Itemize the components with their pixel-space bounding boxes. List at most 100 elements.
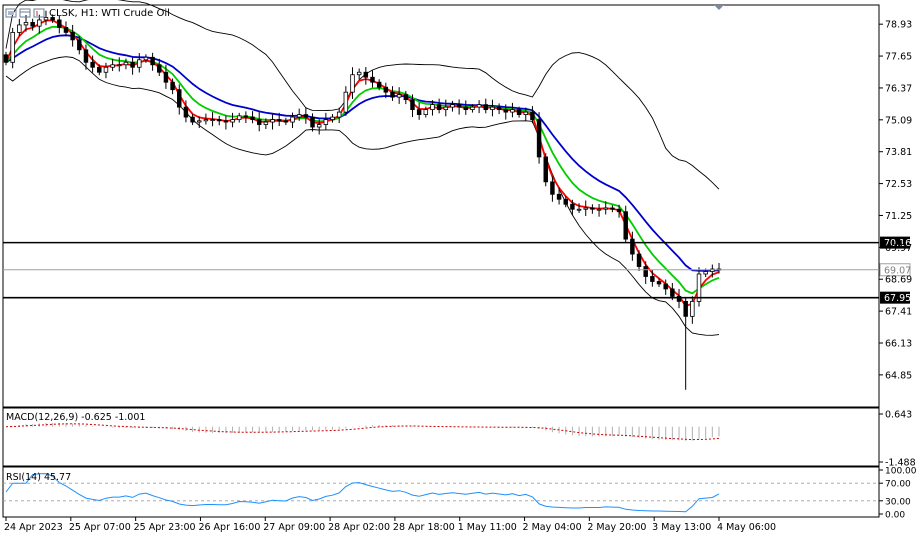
candle xyxy=(576,203,582,213)
candle xyxy=(503,104,508,120)
candle xyxy=(496,103,502,115)
candle xyxy=(130,57,135,75)
chart-shift-marker-icon[interactable] xyxy=(714,5,724,10)
price-tick-label: 78.93 xyxy=(885,20,912,31)
time-tick-label: 27 Apr 09:00 xyxy=(263,522,325,533)
price-tick-label: 73.81 xyxy=(885,147,912,158)
chart-window-icon[interactable] xyxy=(19,8,31,18)
rsi-pane[interactable]: RSI(14) 45.77 100.00 70.00 30.00 0.00 xyxy=(2,466,917,521)
candle xyxy=(296,108,302,121)
candle xyxy=(77,36,82,55)
price-tick-label: 72.53 xyxy=(885,179,912,190)
candle xyxy=(483,98,489,114)
candle xyxy=(70,24,75,47)
candle xyxy=(256,112,262,132)
current-price-label: 69.07 xyxy=(884,265,911,276)
candle xyxy=(410,94,415,118)
candle xyxy=(643,261,648,284)
rsi-tick-label: 0.00 xyxy=(885,511,905,521)
bollinger-bands xyxy=(5,0,720,336)
chart-type-icon[interactable] xyxy=(33,8,45,18)
symbol-label: CLSK, H1: WTI Crude Oil xyxy=(49,8,170,19)
bollinger-upper xyxy=(5,0,720,190)
ma-mid-line xyxy=(5,25,720,295)
main-pane-frame xyxy=(2,4,880,408)
candle xyxy=(450,100,455,112)
candle xyxy=(370,70,375,88)
chart-header: CLSK, H1: WTI Crude Oil xyxy=(5,8,170,19)
ma-slow-line xyxy=(5,34,720,272)
time-tick-label: 28 Apr 18:00 xyxy=(393,522,455,533)
price-tick-label: 76.37 xyxy=(885,83,912,94)
time-axis: 24 Apr 2023 25 Apr 07:00 25 Apr 23:00 26 Ap… xyxy=(4,517,776,533)
candle xyxy=(390,86,395,101)
rsi-axis: 100.00 70.00 30.00 0.00 xyxy=(879,467,917,521)
level-label: 70.16 xyxy=(884,238,911,249)
candle xyxy=(117,57,122,72)
candle xyxy=(323,112,329,130)
candle xyxy=(263,118,269,130)
candle xyxy=(183,100,189,123)
candle xyxy=(530,106,535,124)
time-tick-label: 25 Apr 23:00 xyxy=(134,522,196,533)
time-tick-label: 28 Apr 02:00 xyxy=(328,522,390,533)
candle xyxy=(310,113,315,132)
candle xyxy=(556,187,562,205)
candle xyxy=(303,107,309,124)
candle xyxy=(10,27,15,69)
macd-tick-label: -1.488 xyxy=(885,458,916,469)
level-label: 67.95 xyxy=(884,293,911,304)
candle xyxy=(276,112,282,127)
macd-axis: 0.643 -1.488 xyxy=(879,410,916,469)
candle xyxy=(43,10,49,26)
candle xyxy=(143,54,149,63)
candle xyxy=(690,296,695,324)
time-tick-label: 3 May 13:00 xyxy=(652,522,711,533)
candle xyxy=(103,62,109,79)
candle xyxy=(430,100,435,116)
time-tick-label: 24 Apr 2023 xyxy=(4,522,63,533)
horizontal-levels[interactable]: 69.07 70.16 67.95 xyxy=(3,236,911,305)
candle xyxy=(656,278,662,287)
candle xyxy=(543,153,548,187)
candle xyxy=(436,98,442,114)
candle xyxy=(217,115,222,126)
rsi-tick-label: 100.00 xyxy=(885,467,917,477)
rsi-line xyxy=(5,473,720,513)
candle xyxy=(336,107,342,124)
bollinger-lower xyxy=(5,56,720,336)
candle xyxy=(63,21,69,37)
symbol-menu-icon[interactable] xyxy=(5,8,17,18)
candle xyxy=(30,18,35,31)
candle xyxy=(396,87,402,104)
candle xyxy=(676,288,682,309)
price-tick-label: 67.41 xyxy=(885,307,912,318)
candle xyxy=(137,53,142,73)
candle xyxy=(110,58,115,72)
candle xyxy=(50,14,55,23)
candle xyxy=(603,201,608,215)
candle xyxy=(203,113,209,125)
candle xyxy=(343,86,349,116)
candle xyxy=(470,104,475,113)
candle xyxy=(616,204,622,218)
candle xyxy=(610,205,615,213)
macd-pane[interactable]: MACD(12,26,9) -0.625 -1.001 0.643 -1.488 xyxy=(2,407,916,469)
rsi-levels xyxy=(3,482,879,502)
candle xyxy=(270,114,275,130)
main-price-pane[interactable]: 69.07 70.16 67.95 78.93 77.65 76.37 75.09 73.8… xyxy=(2,0,912,408)
candle xyxy=(516,106,522,118)
candle xyxy=(476,100,482,114)
candle xyxy=(356,68,362,80)
candle xyxy=(283,117,289,126)
candle xyxy=(523,107,528,121)
candle xyxy=(596,204,602,217)
rsi-path xyxy=(5,473,720,513)
candle xyxy=(650,269,655,287)
candle xyxy=(683,297,688,390)
candle xyxy=(463,100,469,115)
current-price-box xyxy=(879,263,911,277)
candle xyxy=(423,106,429,118)
